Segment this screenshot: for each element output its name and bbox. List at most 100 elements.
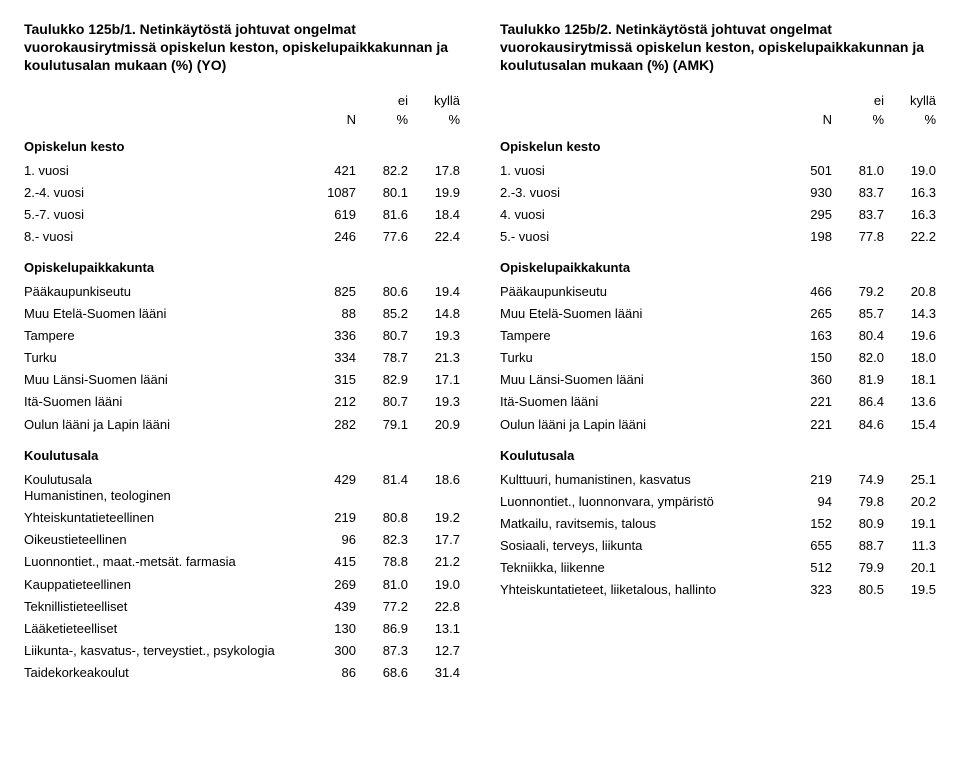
row-n: 501 (786, 160, 832, 182)
table-row: Itä-Suomen lääni22186.413.6 (500, 391, 936, 413)
row-ei: 77.8 (832, 226, 884, 248)
row-label: 1. vuosi (24, 160, 310, 182)
row-kylla: 12.7 (408, 640, 460, 662)
row-ei: 74.9 (832, 469, 884, 491)
right-s3-title: Koulutusala (500, 448, 936, 463)
table-row: Muu Länsi-Suomen lääni31582.917.1 (24, 369, 460, 391)
table-row: Oikeustieteellinen9682.317.7 (24, 529, 460, 551)
row-n: 429 (310, 469, 356, 491)
row-label: Itä-Suomen lääni (500, 391, 786, 413)
row-n: 360 (786, 369, 832, 391)
row-ei: 80.8 (356, 507, 408, 529)
row-kylla: 18.4 (408, 204, 460, 226)
row-label: Turku (24, 347, 310, 369)
row-ei: 80.1 (356, 182, 408, 204)
table-row: 2.-4. vuosi108780.119.9 (24, 182, 460, 204)
row-n: 512 (786, 557, 832, 579)
row-ei: 80.5 (832, 579, 884, 601)
row-label: Tampere (500, 325, 786, 347)
row-kylla: 19.6 (884, 325, 936, 347)
row-label: Turku (500, 347, 786, 369)
row-kylla: 19.3 (408, 391, 460, 413)
left-s3-title: Koulutusala (24, 448, 460, 463)
table-row: 2.-3. vuosi93083.716.3 (500, 182, 936, 204)
table-row: 5.-7. vuosi61981.618.4 (24, 204, 460, 226)
row-n: 466 (786, 281, 832, 303)
row-label: Pääkaupunkiseutu (500, 281, 786, 303)
row-n: 94 (786, 491, 832, 513)
row-kylla: 13.6 (884, 391, 936, 413)
hdr-p1: % (356, 112, 408, 127)
table-row: Oulun lääni ja Lapin lääni22184.615.4 (500, 414, 936, 436)
row-n: 295 (786, 204, 832, 226)
table-row: Liikunta-, kasvatus-, terveystiet., psyk… (24, 640, 460, 662)
row-label: Oikeustieteellinen (24, 529, 310, 551)
row-kylla: 22.8 (408, 596, 460, 618)
right-s1-rows: 1. vuosi50181.019.02.-3. vuosi93083.716.… (500, 160, 936, 248)
table-row: Turku15082.018.0 (500, 347, 936, 369)
row-ei: 83.7 (832, 204, 884, 226)
row-label: Tekniikka, liikenne (500, 557, 786, 579)
table-row: Kauppatieteellinen26981.019.0 (24, 574, 460, 596)
left-s1-rows: 1. vuosi42182.217.82.-4. vuosi108780.119… (24, 160, 460, 248)
row-kylla: 16.3 (884, 182, 936, 204)
row-kylla: 20.2 (884, 491, 936, 513)
right-title: Taulukko 125b/2. Netinkäytöstä johtuvat … (500, 20, 936, 75)
row-label: 1. vuosi (500, 160, 786, 182)
right-s1-title: Opiskelun kesto (500, 139, 936, 154)
row-kylla: 13.1 (408, 618, 460, 640)
row-kylla: 20.8 (884, 281, 936, 303)
row-label: Itä-Suomen lääni (24, 391, 310, 413)
row-kylla: 19.4 (408, 281, 460, 303)
right-column: Taulukko 125b/2. Netinkäytöstä johtuvat … (500, 20, 936, 684)
table-row: Luonnontiet., maat.-metsät. farmasia4157… (24, 551, 460, 573)
hdr-ei: ei (832, 93, 884, 108)
row-kylla: 17.8 (408, 160, 460, 182)
table-row: Tekniikka, liikenne51279.920.1 (500, 557, 936, 579)
table-row: 4. vuosi29583.716.3 (500, 204, 936, 226)
row-ei: 78.7 (356, 347, 408, 369)
row-kylla: 19.9 (408, 182, 460, 204)
row-label: Kauppatieteellinen (24, 574, 310, 596)
row-n: 219 (786, 469, 832, 491)
row-ei: 82.9 (356, 369, 408, 391)
row-label: 4. vuosi (500, 204, 786, 226)
row-label: 2.-3. vuosi (500, 182, 786, 204)
row-n: 655 (786, 535, 832, 557)
row-label: Oulun lääni ja Lapin lääni (24, 414, 310, 436)
row-label: Lääketieteelliset (24, 618, 310, 640)
row-n: 1087 (310, 182, 356, 204)
row-n: 212 (310, 391, 356, 413)
table-row: 1. vuosi50181.019.0 (500, 160, 936, 182)
row-n: 439 (310, 596, 356, 618)
row-label: Muu Etelä-Suomen lääni (24, 303, 310, 325)
row-kylla: 18.1 (884, 369, 936, 391)
table-row: Tampere16380.419.6 (500, 325, 936, 347)
table-row: Luonnontiet., luonnonvara, ympäristö9479… (500, 491, 936, 513)
row-ei: 77.6 (356, 226, 408, 248)
row-ei: 80.7 (356, 325, 408, 347)
row-kylla: 17.7 (408, 529, 460, 551)
row-label: Teknillistieteelliset (24, 596, 310, 618)
row-ei: 79.2 (832, 281, 884, 303)
row-kylla: 21.3 (408, 347, 460, 369)
left-header-2: N % % (24, 112, 460, 127)
row-kylla: 11.3 (884, 535, 936, 557)
row-n: 421 (310, 160, 356, 182)
row-label: Kulttuuri, humanistinen, kasvatus (500, 469, 786, 491)
row-label: Sosiaali, terveys, liikunta (500, 535, 786, 557)
row-kylla: 14.8 (408, 303, 460, 325)
table-row: Itä-Suomen lääni21280.719.3 (24, 391, 460, 413)
row-kylla: 19.2 (408, 507, 460, 529)
row-n: 336 (310, 325, 356, 347)
row-n: 265 (786, 303, 832, 325)
row-kylla: 19.0 (408, 574, 460, 596)
table-row: 1. vuosi42182.217.8 (24, 160, 460, 182)
row-kylla: 22.4 (408, 226, 460, 248)
left-title: Taulukko 125b/1. Netinkäytöstä johtuvat … (24, 20, 460, 75)
row-kylla: 20.9 (408, 414, 460, 436)
row-ei: 85.2 (356, 303, 408, 325)
table-row: Yhteiskuntatieteet, liiketalous, hallint… (500, 579, 936, 601)
table-row: Sosiaali, terveys, liikunta65588.711.3 (500, 535, 936, 557)
row-ei: 80.4 (832, 325, 884, 347)
